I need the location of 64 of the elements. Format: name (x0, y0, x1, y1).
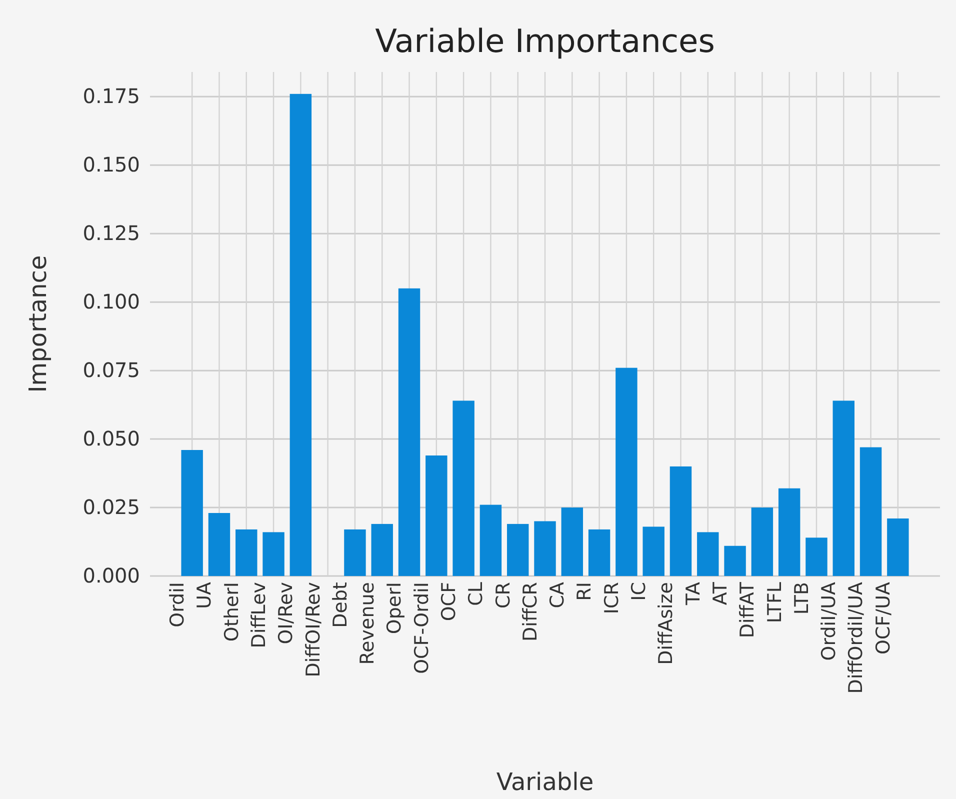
bar (642, 526, 664, 576)
y-tick-label: 0.050 (82, 426, 140, 450)
x-tick-label: OI/Rev (275, 582, 298, 644)
bar (806, 538, 828, 576)
x-tick-label: OCF/UA (872, 582, 894, 654)
x-tick-label: OrdiI/UA (818, 582, 840, 661)
y-tick-label: 0.100 (82, 289, 140, 314)
x-tick-label: LTB (790, 582, 813, 615)
x-tick-label: UA (194, 582, 216, 609)
y-tick-label: 0.025 (82, 494, 140, 519)
bar (290, 94, 312, 576)
x-tick-label: OCF (438, 582, 460, 622)
x-tick-label: ICR (600, 582, 623, 614)
x-axis-title: Variable (496, 768, 594, 796)
y-tick-label: 0.150 (82, 152, 140, 177)
bar (426, 455, 448, 576)
x-tick-label: OrdiI (166, 582, 189, 628)
y-tick-label: 0.125 (82, 221, 140, 246)
chart-title: Variable Importances (375, 22, 715, 60)
bar (887, 518, 909, 576)
x-tick-label: CA (546, 582, 569, 608)
x-tick-label: IC (628, 582, 650, 601)
x-tick-label: DiffAT (736, 582, 759, 638)
bar (670, 466, 692, 576)
bar (452, 400, 474, 576)
bar (724, 546, 746, 576)
bar (344, 529, 366, 576)
bar (371, 524, 393, 576)
y-axis-title: Importance (24, 255, 52, 393)
x-tick-label: LTFL (764, 582, 786, 624)
y-tick-label: 0.000 (82, 563, 140, 588)
bar (832, 400, 854, 576)
bar (398, 288, 420, 576)
bar (236, 529, 258, 576)
y-tick-label: 0.075 (82, 358, 140, 382)
y-tick-label: 0.175 (82, 84, 140, 108)
x-tick-label: Revenue (356, 582, 379, 665)
bar (506, 524, 529, 576)
bar (262, 532, 284, 576)
x-tick-label: DiffLev (248, 582, 270, 648)
bar (778, 488, 800, 576)
x-tick-label: OCF-OrdiI (410, 582, 433, 674)
bar (208, 513, 230, 576)
bar (616, 368, 638, 576)
bar (751, 508, 774, 576)
bar (534, 521, 556, 576)
x-tick-label: TA (682, 582, 704, 606)
bar (697, 532, 719, 576)
bar (480, 504, 502, 576)
x-tick-label: CL (465, 582, 488, 606)
bar (561, 508, 584, 576)
x-tick-label: Debt (329, 582, 352, 628)
bar (588, 529, 610, 576)
x-tick-label: AT (709, 582, 732, 606)
x-tick-label: DiffOrdiI/UA (845, 582, 868, 694)
x-tick-label: DiffCR (519, 582, 542, 642)
bar (860, 447, 882, 576)
x-tick-label: RI (574, 582, 596, 601)
x-tick-label: CR (492, 582, 514, 608)
x-tick-label: OtherI (220, 582, 243, 642)
bar (181, 450, 203, 576)
x-tick-label: DiffOI/Rev (302, 582, 324, 678)
x-tick-label: DiffAsize (655, 582, 678, 665)
x-tick-label: OperI (384, 582, 406, 634)
